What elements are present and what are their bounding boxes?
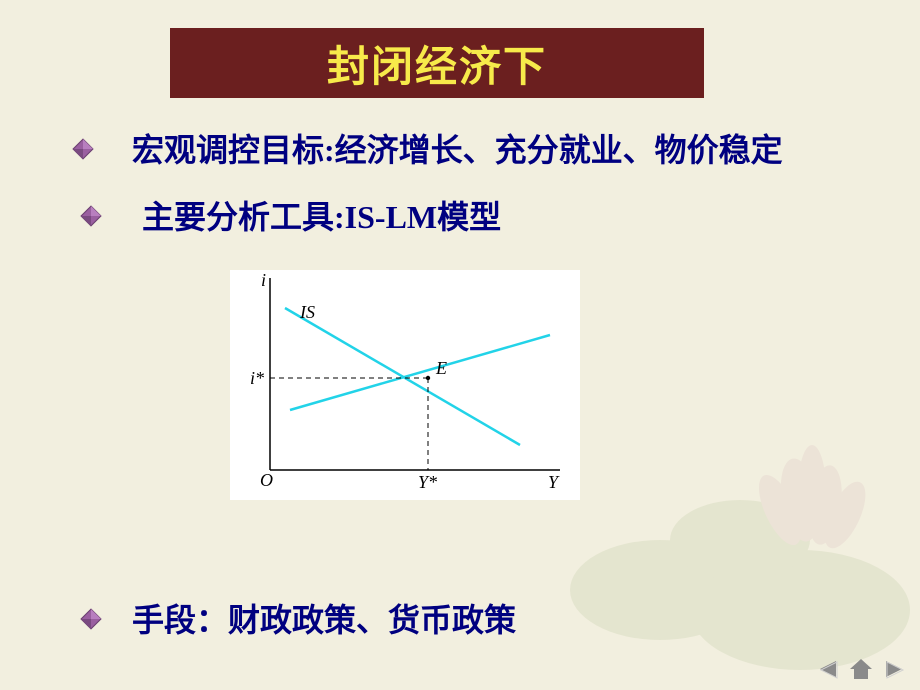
i-star-label: i* (250, 368, 264, 388)
diamond-bullet-icon (72, 138, 94, 160)
bullet-2-text: 主要分析工具:IS-LM模型 (142, 195, 501, 240)
bullet-2: 主要分析工具:IS-LM模型 (0, 195, 920, 240)
bullet-1: 宏观调控目标:经济增长、充分就业、物价稳定 (0, 128, 920, 173)
bullet-1-text: 宏观调控目标:经济增长、充分就业、物价稳定 (132, 128, 783, 173)
equilibrium-label: E (435, 358, 447, 378)
diamond-bullet-icon (80, 608, 102, 630)
diamond-bullet-icon (80, 205, 102, 227)
next-icon (882, 658, 908, 680)
nav-buttons (812, 656, 910, 682)
next-button[interactable] (880, 656, 910, 682)
title-banner: 封闭经济下 (170, 28, 704, 98)
home-icon (848, 657, 874, 681)
y-axis-label: i (261, 270, 266, 290)
background-watermark (540, 310, 920, 690)
origin-label: O (260, 470, 273, 490)
prev-button[interactable] (812, 656, 842, 682)
page-title: 封闭经济下 (327, 33, 547, 94)
is-curve-label: IS (299, 302, 315, 322)
x-axis-label: Y (548, 472, 560, 492)
home-button[interactable] (846, 656, 876, 682)
bullet-3: 手段：财政政策、货币政策 (80, 598, 516, 643)
content-area: 宏观调控目标:经济增长、充分就业、物价稳定 主要分析工具:IS-LM模型 (0, 128, 920, 258)
is-lm-chart: i IS E i* Y* O Y (230, 270, 580, 500)
prev-icon (814, 658, 840, 680)
bullet-3-text: 手段：财政政策、货币政策 (132, 598, 516, 643)
y-star-label: Y* (418, 472, 437, 492)
